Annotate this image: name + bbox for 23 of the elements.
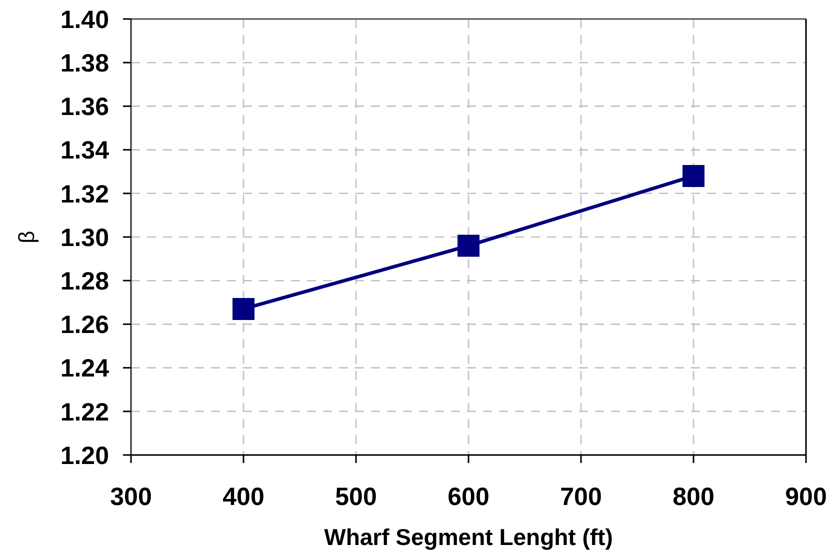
x-tick-label: 400: [222, 482, 264, 511]
point: [682, 164, 704, 187]
y-tick-label: 1.32: [60, 180, 109, 208]
y-tick-label: 1.30: [60, 224, 109, 252]
x-tick-label: 300: [110, 482, 152, 511]
x-tick-label: 900: [785, 482, 827, 511]
x-tick-label: 800: [672, 482, 714, 511]
y-tick-label: 1.24: [60, 354, 110, 383]
y-tick-label: 1.40: [60, 6, 109, 34]
x-tick-label: 500: [335, 482, 377, 511]
x-tick-label: 600: [448, 482, 490, 511]
x-tick-label: 700: [560, 482, 602, 511]
y-tick-label: 1.20: [60, 442, 109, 470]
y-tick-label: 1.34: [60, 136, 110, 165]
y-axis-title: β: [14, 230, 39, 244]
point: [458, 234, 480, 257]
y-tick-label: 1.28: [60, 267, 110, 296]
y-tick-label: 1.36: [60, 93, 109, 122]
point: [232, 298, 254, 320]
y-tick-label: 1.22: [60, 398, 109, 426]
x-axis-title: Wharf Segment Lenght (ft): [324, 524, 613, 550]
y-tick-label: 1.38: [60, 49, 110, 78]
y-tick-label: 1.26: [60, 311, 109, 340]
